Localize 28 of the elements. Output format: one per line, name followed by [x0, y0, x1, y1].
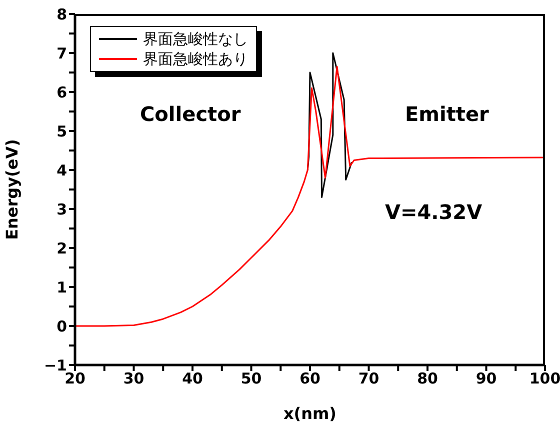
y-tick-label: 5	[56, 122, 67, 140]
y-tick-label: 6	[56, 83, 67, 102]
x-tick-label: 90	[476, 370, 497, 388]
y-tick-label: 1	[56, 278, 67, 296]
x-tick-label: 20	[64, 370, 86, 388]
annotation: Collector	[140, 102, 241, 126]
line-series	[306, 52, 352, 198]
y-tick-label: 2	[56, 239, 67, 258]
legend-label: 界面急峻性なし	[143, 29, 248, 49]
x-tick-label: 100	[529, 370, 560, 388]
x-tick-label: 40	[182, 370, 203, 388]
y-tick-label: 8	[56, 5, 67, 24]
y-tick-label: 4	[56, 161, 67, 180]
y-axis-title: Energy(eV)	[2, 139, 22, 240]
y-tick-label: 0	[56, 317, 67, 336]
y-tick-label: 7	[56, 44, 67, 62]
y-tick-label: −1	[44, 356, 67, 374]
x-tick-label: 80	[417, 370, 438, 388]
x-tick-label: 70	[358, 370, 380, 388]
legend-label: 界面急峻性あり	[143, 49, 248, 69]
x-tick-label: 60	[300, 370, 320, 388]
line-series	[75, 66, 545, 327]
annotation: Emitter	[405, 102, 489, 126]
annotation: V=4.32V	[385, 200, 482, 224]
x-tick-label: 30	[123, 370, 144, 388]
y-tick-label: 3	[56, 200, 67, 218]
x-tick-label: 50	[240, 370, 262, 388]
x-axis-title: x(nm)	[283, 404, 337, 423]
